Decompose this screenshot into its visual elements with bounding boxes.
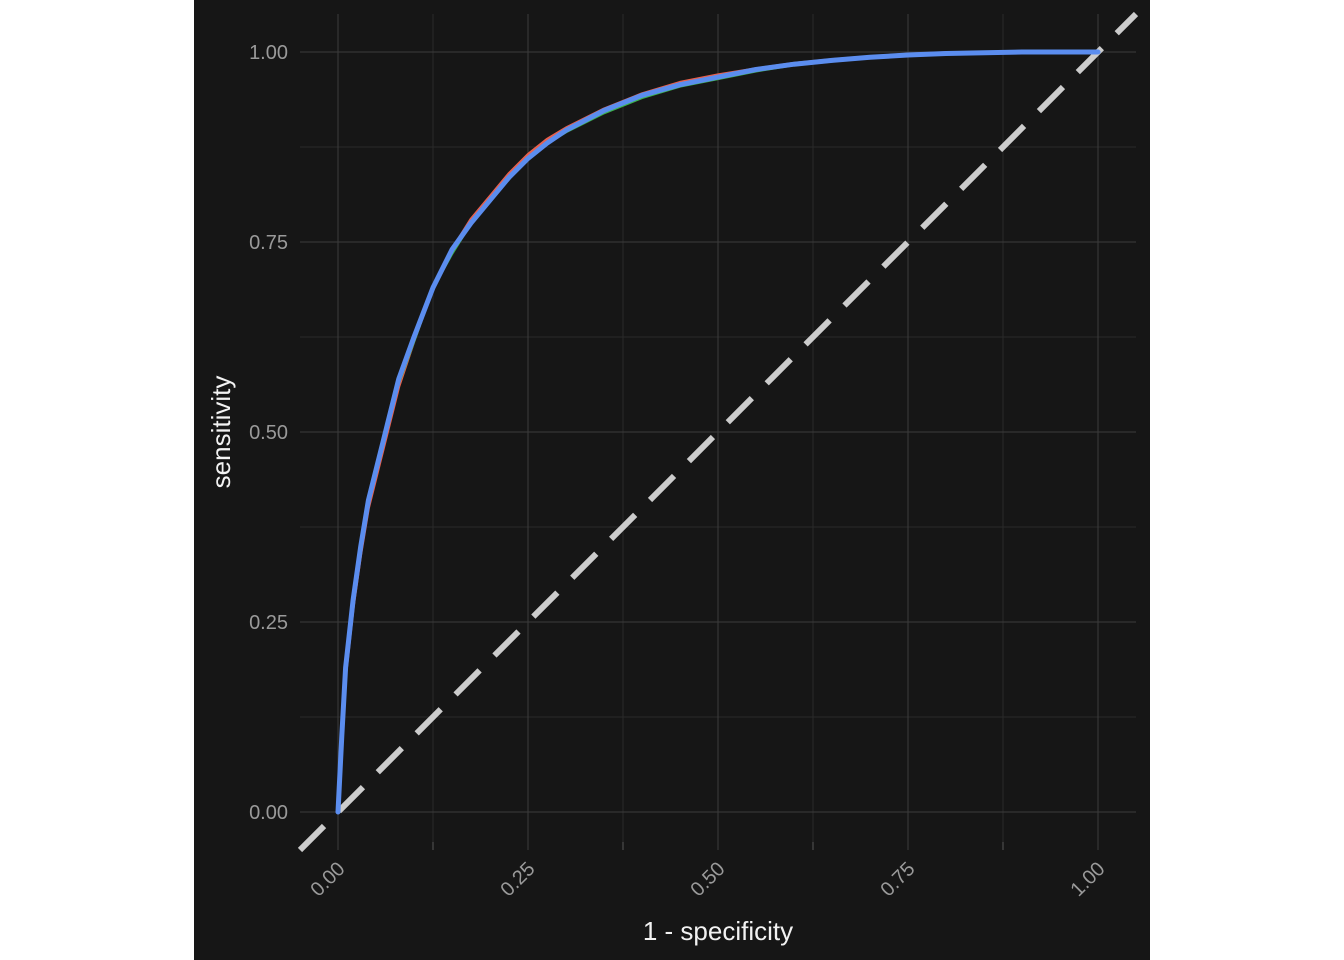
x-axis-ticks — [432, 842, 1004, 850]
y-tick-label: 0.75 — [249, 232, 288, 254]
y-tick-label: 0.00 — [249, 802, 288, 824]
reference-diagonal — [297, 11, 1139, 853]
x-axis-title: 1 - specificity — [643, 916, 793, 946]
roc-curves — [335, 49, 1101, 815]
y-axis-tick-labels: 0.00 0.25 0.50 0.75 1.00 — [249, 42, 288, 824]
y-tick-label: 0.50 — [249, 422, 288, 444]
y-tick-label: 0.25 — [249, 612, 288, 634]
y-tick-label: 1.00 — [249, 42, 288, 64]
reference-line — [297, 11, 1139, 853]
y-axis-title: sensitivity — [206, 376, 236, 489]
roc-curve-3 — [335, 49, 1101, 815]
grid-lines — [300, 14, 1136, 850]
